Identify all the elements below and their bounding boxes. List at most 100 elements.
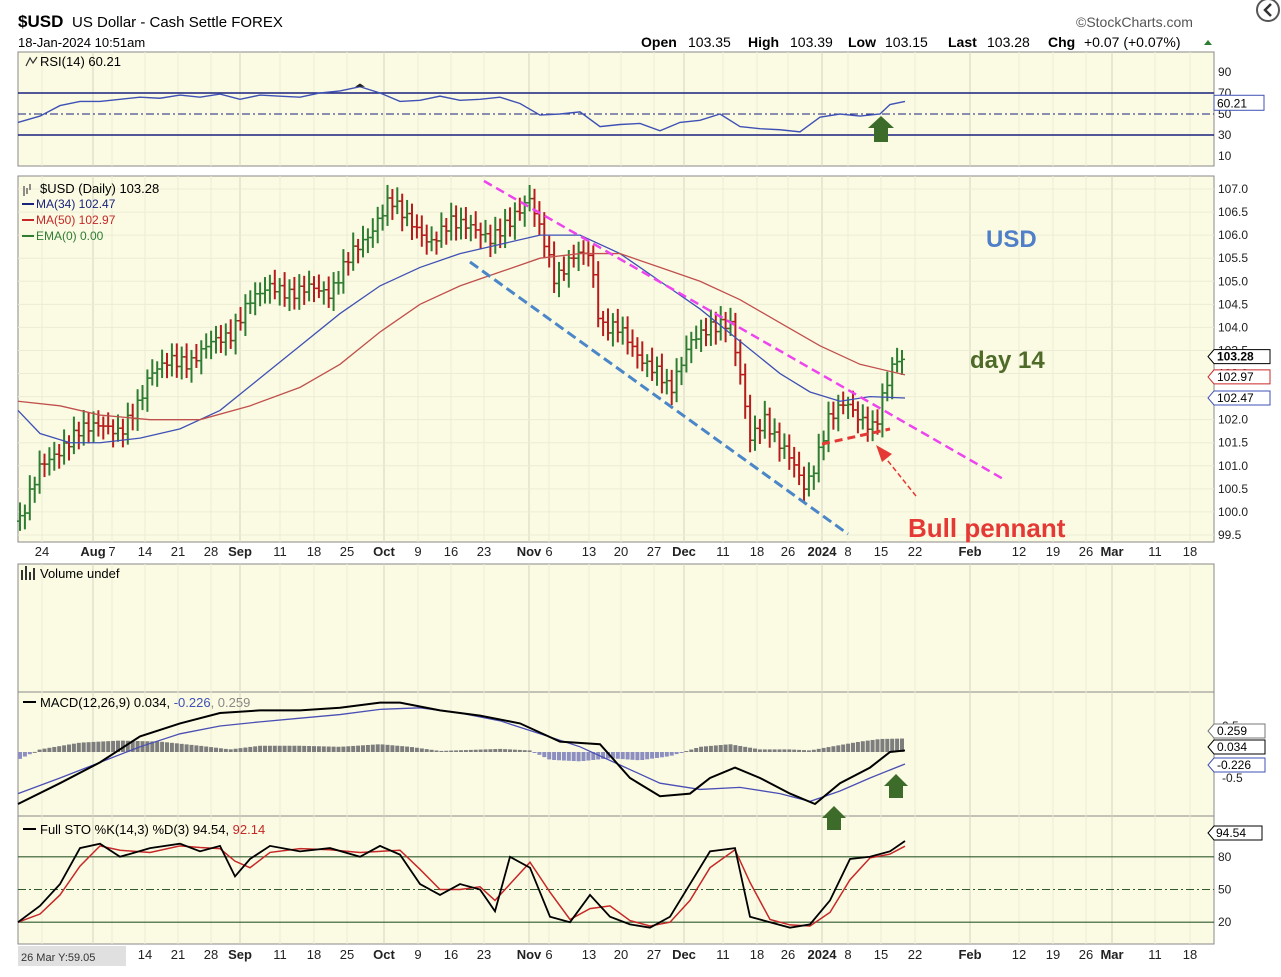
- macd-hist-bar: [806, 750, 811, 752]
- x-tick-label: 19: [1046, 544, 1060, 559]
- macd-hist-bar: [679, 752, 684, 753]
- macd-hist-bar: [42, 748, 47, 752]
- macd-hist-bar: [27, 752, 32, 755]
- macd-label: MACD(12,26,9) 0.034, -0.226, 0.259: [23, 695, 250, 710]
- price-tick-label: 105.5: [1218, 251, 1248, 265]
- macd-hist-bar: [689, 749, 694, 752]
- macd-hist-bar: [120, 740, 125, 752]
- macd-hist-bar: [375, 744, 380, 752]
- macd-hist-bar: [782, 749, 787, 752]
- macd-hist-bar: [101, 741, 106, 752]
- macd-hist-bar: [395, 745, 400, 752]
- macd-hist-bar: [640, 752, 645, 761]
- macd-hist-bar: [655, 752, 659, 758]
- brand-logo: ©StockCharts.com: [1076, 14, 1193, 30]
- macd-label-c: , 0.259: [211, 695, 251, 710]
- macd-hist-bar: [346, 746, 351, 752]
- rsi-value-tag-box: [1213, 94, 1265, 111]
- macd-hist-bar: [86, 742, 91, 752]
- macd-hist-bar: [659, 752, 664, 758]
- macd-hist-bar: [841, 744, 846, 752]
- macd-hist-bar: [312, 746, 316, 752]
- macd-tag-macd-box: [1207, 739, 1266, 755]
- x-tick-label: 27: [647, 544, 661, 559]
- macd-hist-bar: [802, 750, 806, 752]
- macd-hist-bar: [684, 751, 689, 753]
- x-tick-label: 28: [204, 544, 218, 559]
- macd-hist-bar: [145, 741, 150, 752]
- macd-label-b: -0.226: [174, 695, 211, 710]
- svg-text:Full STO %K(14,3) %D(3) 94.54,: Full STO %K(14,3) %D(3) 94.54, 92.14: [40, 822, 265, 837]
- x-tick-label: Feb: [958, 544, 981, 559]
- price-legend: $USD (Daily) 103.28: [23, 181, 159, 196]
- macd-hist-bar: [424, 749, 429, 752]
- macd-hist-bar: [341, 746, 346, 752]
- annotation-bull-pennant: Bull pennant: [908, 513, 1066, 543]
- chevron-left-icon[interactable]: [1256, 0, 1280, 22]
- macd-hist-bar: [150, 741, 155, 752]
- sto-label: Full STO %K(14,3) %D(3) 94.54, 92.14: [23, 822, 265, 837]
- macd-hist-bar: [18, 752, 22, 759]
- macd-hist-bar: [125, 740, 130, 752]
- trendline-magenta: [483, 179, 1006, 482]
- macd-hist-bar: [473, 749, 478, 752]
- macd-hist-bar: [875, 739, 880, 752]
- macd-hist-bar: [277, 745, 282, 752]
- macd-hist-bar: [321, 746, 326, 752]
- x-tick-label: 8: [844, 544, 851, 559]
- macd-hist-bar: [169, 742, 174, 752]
- macd-hist-bar: [199, 745, 204, 752]
- up-triangle-icon: [1204, 40, 1212, 45]
- last-value: 103.28: [987, 34, 1030, 50]
- macd-hist-bar: [865, 740, 870, 752]
- volume-panel: [17, 563, 1215, 693]
- rsi-label-text: RSI(14) 60.21: [40, 54, 121, 69]
- macd-hist-bar: [718, 745, 723, 752]
- macd-hist-bar: [704, 746, 708, 752]
- sto-label-a: Full STO %K(14,3) %D(3) 94.54,: [40, 822, 233, 837]
- macd-hist-bar: [885, 738, 890, 752]
- price-legend-title: $USD (Daily) 103.28: [40, 181, 159, 196]
- macd-hist-bar: [733, 745, 738, 752]
- price-tick-label: 106.0: [1218, 228, 1248, 242]
- x-tick-label-bottom: 18: [750, 947, 764, 962]
- rsi-peak-marker: [355, 83, 365, 87]
- macd-hist-bar: [155, 741, 160, 752]
- x-tick-label-bottom: Oct: [373, 947, 395, 962]
- macd-hist-bar: [454, 750, 459, 752]
- macd-hist-bar: [106, 741, 111, 752]
- low-value: 103.15: [885, 34, 928, 50]
- macd-hist-bar: [537, 752, 542, 755]
- macd-hist-bar: [561, 752, 566, 761]
- macd-hist-bar: [601, 752, 606, 759]
- macd-hist-bar: [37, 749, 42, 752]
- macd-hist-bar: [895, 738, 900, 752]
- price-tag-ma34-box: [1207, 390, 1271, 406]
- ma50-line: [17, 252, 906, 421]
- x-tick-label-bottom: 11: [716, 947, 730, 962]
- sto-tag: 94.54: [1216, 826, 1246, 840]
- macd-hist-bar: [361, 745, 365, 752]
- x-tick-label: 22: [908, 544, 922, 559]
- axis-layer: 24 Aug 7 14 21 28 Sep 11 18 25 Oct 9 16 23 Nov 6 13 20 27 D…: [35, 65, 1271, 962]
- x-tick-label-bottom: 21: [171, 947, 185, 962]
- x-tick-label: 16: [444, 544, 458, 559]
- rsi-label: RSI(14) 60.21: [24, 54, 121, 69]
- macd-hist-bar: [552, 752, 557, 761]
- instrument-name: US Dollar - Cash Settle FOREX: [72, 14, 283, 31]
- chg-value: +0.07 (+0.07%): [1084, 34, 1181, 50]
- macd-hist-bar: [96, 741, 101, 752]
- x-tick-label-bottom: Dec: [672, 947, 696, 962]
- macd-hist-bar: [209, 747, 214, 752]
- chg-label: Chg: [1048, 34, 1075, 50]
- macd-hist-bar: [228, 749, 233, 752]
- x-tick-label-bottom: 18: [1183, 947, 1197, 962]
- macd-hist-bar: [32, 751, 37, 753]
- x-tick-label: 18: [1183, 544, 1197, 559]
- macd-hist-bar: [468, 749, 473, 752]
- macd-hist-bar: [400, 746, 405, 752]
- macd-hist-bar: [57, 746, 62, 752]
- macd-hist-bar: [757, 749, 762, 752]
- low-label: Low: [848, 34, 876, 50]
